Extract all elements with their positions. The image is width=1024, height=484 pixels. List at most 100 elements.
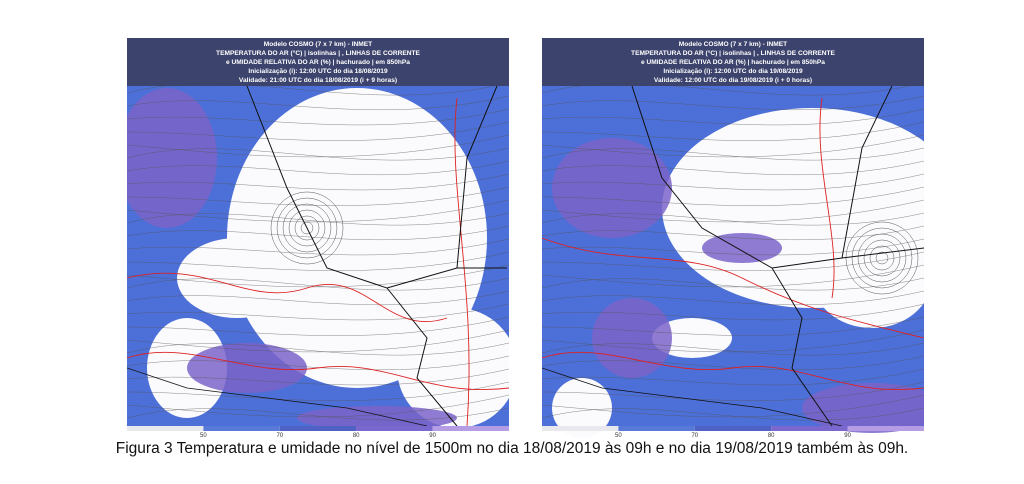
streamline xyxy=(542,407,924,421)
colorbar-segment xyxy=(771,426,848,431)
colorbar-label: 70 xyxy=(691,433,698,438)
streamline xyxy=(127,355,509,371)
temperature-contour xyxy=(127,272,448,323)
streamline xyxy=(542,303,924,321)
header-line: e UMIDADE RELATIVA DO AR (%) | hachurado… xyxy=(641,59,825,66)
streamline xyxy=(127,329,509,353)
streamline xyxy=(542,225,924,241)
streamline xyxy=(542,95,924,111)
colorbar-label: 50 xyxy=(200,433,207,438)
country-border xyxy=(246,85,507,427)
humidity-region xyxy=(127,88,217,228)
colorbar-segment xyxy=(127,426,204,431)
streamline xyxy=(127,121,509,141)
humidity-region xyxy=(187,343,307,393)
streamline xyxy=(542,238,924,256)
streamline xyxy=(542,316,924,336)
humidity-region xyxy=(592,298,672,378)
streamline xyxy=(542,212,924,226)
streamline xyxy=(288,209,326,247)
header-line: e UMIDADE RELATIVA DO AR (%) | hachurado… xyxy=(226,59,410,66)
streamline xyxy=(127,394,509,418)
streamline xyxy=(127,186,509,206)
streamline xyxy=(127,303,509,321)
colorbar-segment xyxy=(694,426,772,431)
coast-line xyxy=(542,367,843,427)
humidity-region xyxy=(702,233,782,263)
streamline xyxy=(851,227,913,289)
streamline xyxy=(542,264,924,288)
humidity-region xyxy=(812,228,924,328)
header-line: TEMPERATURA DO AR (°C) | isolinhas | , L… xyxy=(216,49,421,57)
streamline xyxy=(282,203,332,253)
colorbar-segment xyxy=(203,426,280,431)
streamline xyxy=(542,173,924,191)
map-header xyxy=(127,38,509,86)
streamline xyxy=(127,316,509,336)
colorbar-label: 80 xyxy=(768,433,775,438)
streamline xyxy=(542,381,924,401)
streamline xyxy=(542,342,924,356)
streamline xyxy=(300,221,314,235)
streamline xyxy=(869,245,895,271)
streamline xyxy=(542,108,924,126)
streamline xyxy=(127,225,509,241)
colorbar-segment xyxy=(279,426,357,431)
colorbar-segment xyxy=(618,426,695,431)
country-border xyxy=(631,85,924,427)
humidity-region xyxy=(652,318,732,358)
humidity-region xyxy=(397,308,509,428)
streamline xyxy=(127,368,509,386)
streamline xyxy=(542,160,924,176)
streamline xyxy=(276,197,338,259)
streamline xyxy=(127,173,509,191)
streamline xyxy=(542,121,924,141)
colorbar-segment xyxy=(542,426,619,431)
figure-caption: Figura 3 Temperatura e umidade no nível … xyxy=(115,440,909,457)
streamline xyxy=(542,329,924,353)
header-line: Inicialização (i): 12:00 UTC do dia 19/0… xyxy=(663,68,803,75)
streamline xyxy=(863,239,901,277)
streamline xyxy=(542,368,924,386)
streamline xyxy=(127,342,509,356)
streamline xyxy=(127,95,509,111)
streamline xyxy=(542,134,924,158)
humidity-region xyxy=(802,383,924,433)
colorbar-label: 80 xyxy=(353,433,360,438)
header-line: TEMPERATURA DO AR (°C) | isolinhas | , L… xyxy=(631,49,836,57)
map-header xyxy=(542,38,924,86)
streamline xyxy=(542,355,924,371)
streamline xyxy=(127,147,509,161)
streamline xyxy=(270,191,344,265)
streamline xyxy=(542,199,924,223)
streamline xyxy=(127,277,509,291)
header-line: Inicialização (i): 12:00 UTC do dia 18/0… xyxy=(248,68,388,75)
streamline xyxy=(294,215,320,241)
colorbar-label: 50 xyxy=(615,433,622,438)
temperature-contour xyxy=(454,97,470,427)
streamline xyxy=(542,394,924,418)
header-line: Modelo COSMO (7 x 7 km) - INMET xyxy=(679,41,787,48)
streamline xyxy=(542,186,924,206)
colorbar-segment xyxy=(356,426,433,431)
streamline xyxy=(127,212,509,226)
colorbar-label: 90 xyxy=(429,433,436,438)
streamline xyxy=(127,381,509,401)
streamline xyxy=(127,160,509,176)
streamline xyxy=(127,251,509,271)
temperature-contour xyxy=(819,97,835,299)
header-line: Modelo COSMO (7 x 7 km) - INMET xyxy=(264,41,372,48)
streamline xyxy=(857,233,907,283)
streamline xyxy=(875,251,889,265)
streamline xyxy=(127,264,509,288)
header-line: Validade: 12:00 UTC do dia 19/08/2019 (i… xyxy=(654,77,812,84)
colorbar-segment xyxy=(847,426,924,431)
colorbar-label: 70 xyxy=(276,433,283,438)
coast-line xyxy=(127,367,428,427)
streamline xyxy=(542,147,924,161)
map-figure: Modelo COSMO (7 x 7 km) - INMETTEMPERATU… xyxy=(542,38,924,438)
humidity-region xyxy=(227,88,487,388)
temperature-contour xyxy=(542,237,924,339)
streamline xyxy=(127,134,509,158)
